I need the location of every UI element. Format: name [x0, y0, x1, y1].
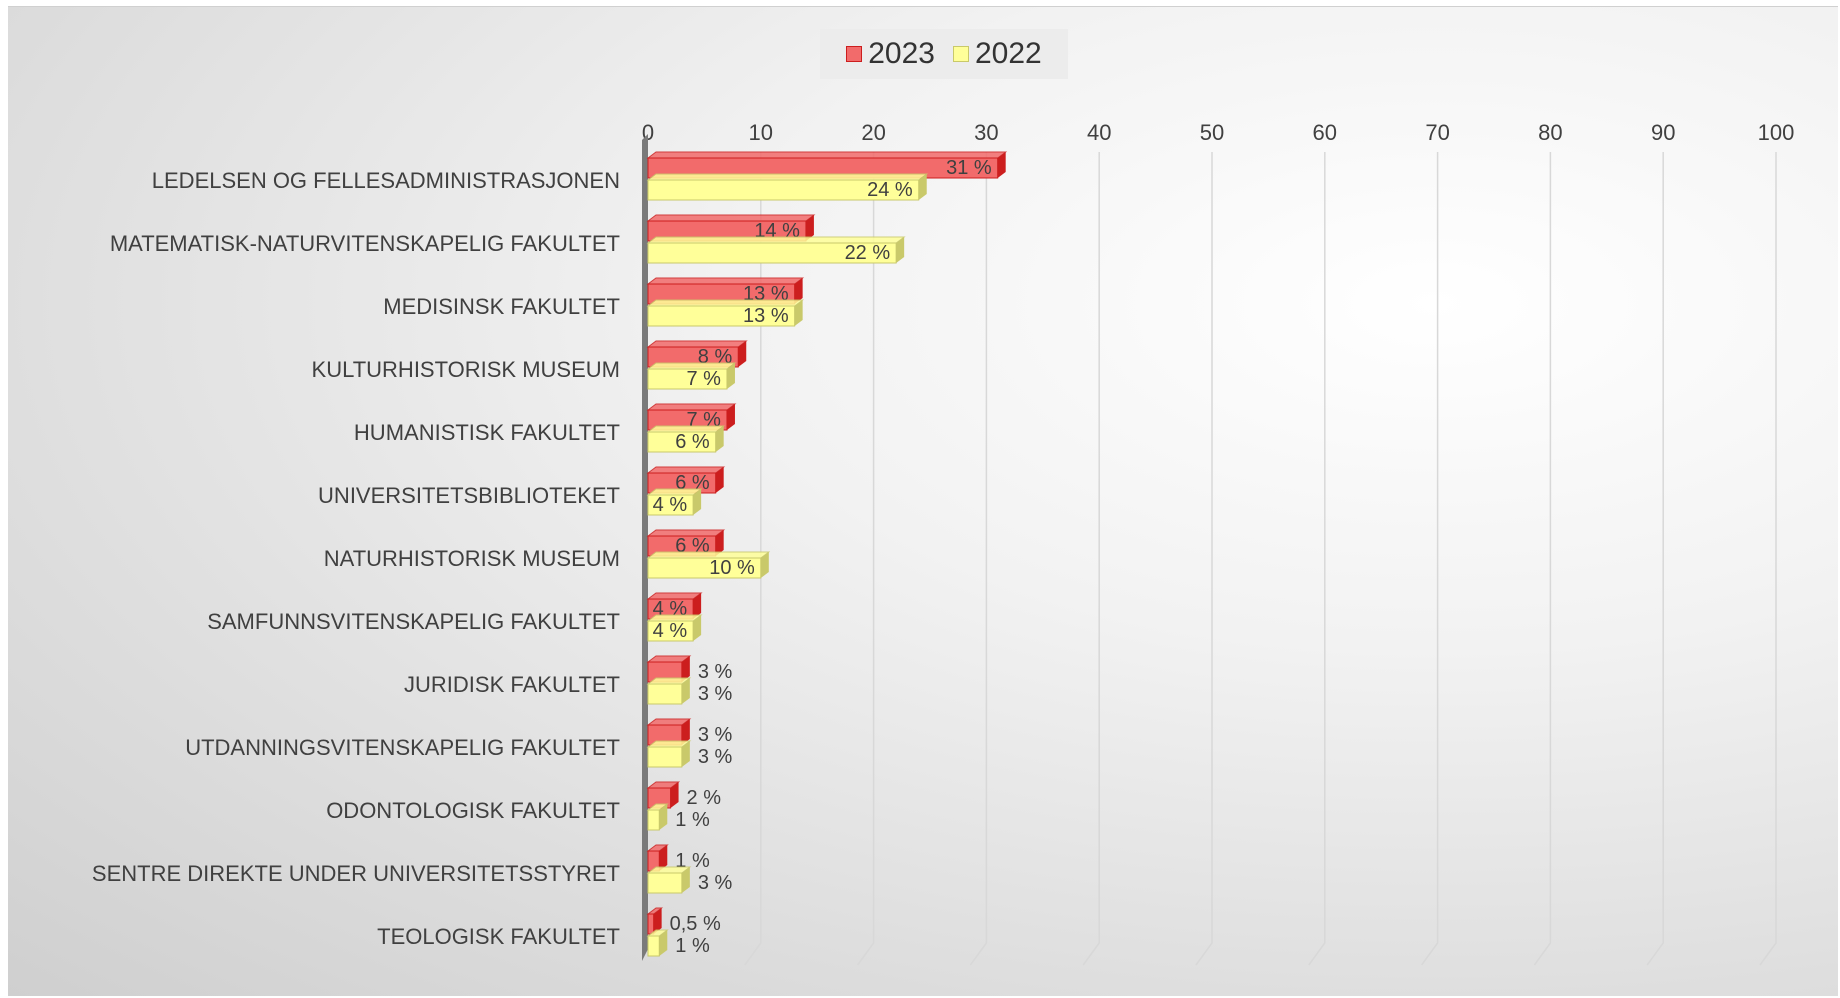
- category-label: NATURHISTORISK MUSEUM: [324, 546, 620, 571]
- bar-2023-8: [646, 592, 703, 620]
- category-label: MATEMATISK-NATURVITENSKAPELIG FAKULTET: [110, 231, 620, 256]
- bar-2022-3: [646, 299, 805, 327]
- bar-2022-9: [646, 677, 692, 705]
- data-label-2022-11: 1 %: [675, 809, 710, 831]
- bar-2022-13: [646, 929, 669, 957]
- legend-label-2023: 2023: [868, 37, 935, 70]
- data-label-2022-3: 13 %: [743, 305, 789, 327]
- category-label: UTDANNINGSVITENSKAPELIG FAKULTET: [185, 735, 620, 760]
- x-tick-label: 20: [861, 120, 885, 145]
- data-label-2023-13: 0,5 %: [670, 913, 721, 935]
- gridline: [1308, 152, 1326, 966]
- x-tick-label: 70: [1425, 120, 1449, 145]
- category-label: MEDISINSK FAKULTET: [383, 294, 620, 319]
- category-label: ODONTOLOGISK FAKULTET: [326, 798, 620, 823]
- bar-2022-6: [646, 488, 703, 516]
- gridline: [1195, 152, 1213, 966]
- bar-2022-5: [646, 425, 726, 453]
- bar-2022-12: [646, 866, 692, 894]
- bar-2022-2: [646, 236, 906, 264]
- data-label-2023-9: 3 %: [698, 661, 733, 683]
- legend-item-2022: 2022: [953, 37, 1042, 71]
- bar-2023-10: [646, 718, 692, 746]
- data-label-2022-1: 24 %: [867, 179, 913, 201]
- data-label-2023-11: 2 %: [687, 787, 722, 809]
- data-label-2022-8: 4 %: [653, 620, 688, 642]
- legend-label-2022: 2022: [975, 37, 1042, 70]
- category-label: SENTRE DIREKTE UNDER UNIVERSITETSSTYRET: [92, 861, 620, 886]
- data-label-2022-5: 6 %: [675, 431, 710, 453]
- legend: 2023 2022: [820, 29, 1068, 79]
- gridline: [1646, 152, 1664, 966]
- data-label-2022-4: 7 %: [686, 368, 721, 390]
- category-label: LEDELSEN OG FELLESADMINISTRASJONEN: [152, 168, 620, 193]
- bar-2023-7: [646, 529, 726, 557]
- data-label-2022-9: 3 %: [698, 683, 733, 705]
- bar-2022-10: [646, 740, 692, 768]
- bar-2023-4: [646, 340, 748, 368]
- gridline: [1082, 152, 1100, 966]
- category-axis: [642, 134, 648, 961]
- gridline: [969, 152, 988, 966]
- bar-2023-11: [646, 781, 681, 809]
- x-tick-label: 40: [1087, 120, 1111, 145]
- category-label: KULTURHISTORISK MUSEUM: [312, 357, 620, 382]
- category-label: TEOLOGISK FAKULTET: [377, 924, 620, 949]
- data-label-2022-7: 10 %: [709, 557, 755, 579]
- data-label-2022-2: 22 %: [845, 242, 891, 264]
- bar-2022-8: [646, 614, 703, 642]
- data-label-2022-12: 3 %: [698, 872, 733, 894]
- x-tick-label: 90: [1651, 120, 1675, 145]
- x-tick-label: 10: [749, 120, 773, 145]
- bar-2022-4: [646, 362, 737, 390]
- gridline: [1533, 152, 1552, 966]
- x-tick-label: 50: [1200, 120, 1224, 145]
- data-label-2022-10: 3 %: [698, 746, 733, 768]
- data-label-2023-1: 31 %: [946, 157, 992, 179]
- data-label-2022-6: 4 %: [653, 494, 688, 516]
- legend-swatch-2023: [846, 46, 863, 62]
- bar-2022-11: [646, 803, 669, 831]
- x-tick-label: 60: [1313, 120, 1337, 145]
- bar-2023-3: [646, 277, 805, 305]
- gridline: [856, 152, 875, 966]
- bar-2022-1: [646, 173, 929, 201]
- data-label-2022-13: 1 %: [675, 935, 710, 957]
- x-tick-label: 100: [1758, 120, 1795, 145]
- bar-2023-1: [646, 151, 1008, 179]
- gridline: [1420, 152, 1439, 966]
- data-label-2023-10: 3 %: [698, 724, 733, 746]
- bar-2023-2: [646, 214, 816, 242]
- category-label: JURIDISK FAKULTET: [404, 672, 620, 697]
- gridline: [1759, 152, 1777, 966]
- category-label: HUMANISTISK FAKULTET: [354, 420, 620, 445]
- bar-2023-6: [646, 466, 726, 494]
- category-label: SAMFUNNSVITENSKAPELIG FAKULTET: [207, 609, 620, 634]
- gridline: [744, 152, 762, 966]
- legend-item-2023: 2023: [846, 37, 935, 71]
- x-tick-label: 80: [1538, 120, 1562, 145]
- bar-2022-7: [646, 551, 771, 579]
- legend-swatch-2022: [953, 46, 969, 62]
- x-tick-label: 30: [974, 120, 998, 145]
- category-label: UNIVERSITETSBIBLIOTEKET: [318, 483, 620, 508]
- bar-2023-9: [646, 655, 692, 683]
